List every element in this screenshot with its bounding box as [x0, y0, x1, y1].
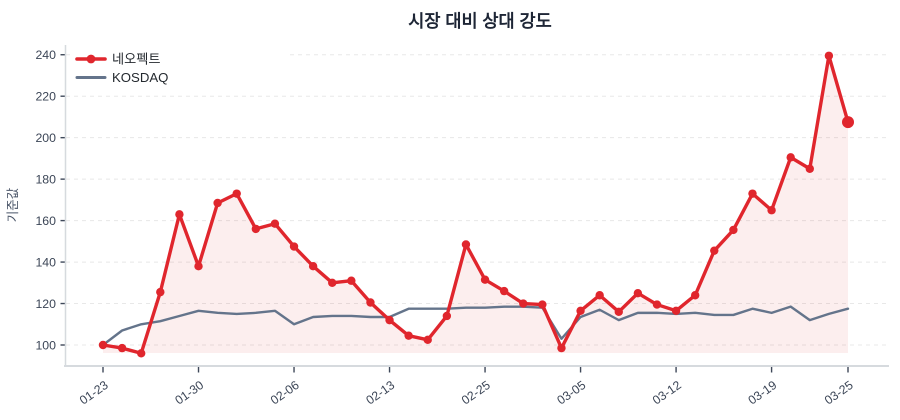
y-tick-label: 120: [35, 297, 56, 311]
neofect-point[interactable]: [308, 262, 318, 271]
y-tick-label: 240: [35, 48, 56, 62]
y-tick-label: 140: [35, 255, 56, 269]
neofect-point[interactable]: [824, 51, 834, 60]
neofect-point[interactable]: [404, 331, 413, 340]
x-tick-label: 03-05: [554, 378, 588, 408]
neofect-point[interactable]: [652, 300, 662, 309]
neofect-point[interactable]: [595, 291, 604, 300]
neofect-point[interactable]: [557, 343, 566, 353]
neofect-point[interactable]: [117, 343, 127, 353]
x-tick-label: 03-12: [650, 378, 684, 408]
neofect-point[interactable]: [671, 306, 681, 315]
legend-label-neofect: 네오펙트: [112, 52, 161, 67]
neofect-point[interactable]: [842, 116, 854, 129]
y-tick-label: 180: [35, 172, 56, 186]
neofect-point[interactable]: [748, 189, 757, 198]
neofect-point[interactable]: [442, 311, 452, 321]
neofect-point[interactable]: [175, 210, 184, 219]
neofect-point[interactable]: [729, 225, 738, 235]
neofect-point[interactable]: [805, 164, 814, 173]
neofect-point[interactable]: [519, 299, 528, 308]
neofect-point[interactable]: [538, 300, 547, 309]
x-tick-label: 02-06: [268, 378, 302, 408]
x-tick-label: 02-13: [363, 378, 397, 408]
y-tick-label: 220: [35, 89, 56, 103]
neofect-point[interactable]: [213, 198, 222, 208]
neofect-point[interactable]: [499, 286, 509, 296]
neofect-point[interactable]: [423, 335, 432, 345]
x-tick-labels: 01-23 01-30 02-06 02-13 02-25 03-05 03-12 03-19…: [77, 378, 856, 408]
kosdaq-series: [101, 305, 850, 347]
x-tick-label: 02-25: [459, 378, 493, 408]
neofect-series: [98, 51, 854, 358]
y-tick-label: 200: [35, 131, 56, 145]
neofect-point[interactable]: [461, 240, 471, 249]
neofect-point[interactable]: [347, 276, 356, 285]
neofect-line: [101, 54, 850, 355]
x-tick-label: 03-25: [822, 378, 856, 408]
x-tick-label: 01-23: [77, 378, 111, 408]
legend-background: [70, 46, 288, 88]
neofect-point[interactable]: [786, 153, 795, 162]
neofect-fill-area: [103, 55, 848, 354]
axes: [60, 45, 889, 373]
neofect-point[interactable]: [232, 189, 241, 198]
neofect-point[interactable]: [576, 306, 585, 315]
neofect-point[interactable]: [194, 262, 203, 271]
neofect-point[interactable]: [690, 291, 700, 300]
y-tick-labels: 100 120 140 160 180 200 220 240: [35, 48, 56, 352]
neofect-point[interactable]: [137, 349, 146, 358]
y-axis-title: 기준값: [6, 187, 20, 222]
neofect-point[interactable]: [328, 278, 337, 287]
legend-item-kosdaq[interactable]: KOSDAQ: [75, 70, 168, 85]
neofect-point[interactable]: [289, 242, 299, 251]
neofect-legend-dot-icon: [86, 54, 96, 64]
neofect-point[interactable]: [480, 275, 490, 284]
neofect-point[interactable]: [614, 307, 623, 317]
neofect-point[interactable]: [270, 219, 280, 228]
neofect-point[interactable]: [251, 224, 261, 234]
neofect-point[interactable]: [98, 340, 108, 350]
kosdaq-line: [101, 305, 850, 347]
neofect-point[interactable]: [767, 206, 776, 215]
neofect-point[interactable]: [156, 287, 165, 297]
legend: 네오펙트 KOSDAQ: [70, 46, 288, 88]
y-tick-label: 160: [35, 214, 56, 228]
x-tick-label: 03-19: [746, 378, 780, 408]
neofect-point[interactable]: [710, 246, 719, 255]
neofect-point[interactable]: [385, 315, 394, 325]
y-tick-label: 100: [35, 338, 56, 352]
neofect-point[interactable]: [633, 288, 643, 298]
neofect-point[interactable]: [366, 298, 375, 307]
fill-area: [103, 55, 848, 354]
x-tick-label: 01-30: [172, 378, 206, 408]
legend-item-neofect[interactable]: 네오펙트: [75, 52, 161, 67]
page-title: 시장 대비 상대 강도: [408, 11, 551, 31]
legend-label-kosdaq: KOSDAQ: [112, 70, 168, 85]
